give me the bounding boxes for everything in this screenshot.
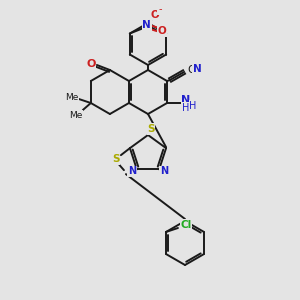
Text: S: S	[112, 154, 120, 164]
Text: O: O	[158, 26, 166, 37]
Text: -: -	[158, 4, 162, 14]
Text: C: C	[188, 65, 195, 75]
Text: N: N	[160, 167, 168, 176]
Text: O: O	[150, 10, 159, 20]
Text: H: H	[182, 103, 190, 113]
Text: N: N	[182, 95, 191, 105]
Text: Me: Me	[69, 110, 82, 119]
Text: H: H	[189, 101, 197, 111]
Text: Me: Me	[65, 94, 79, 103]
Text: N: N	[193, 64, 201, 74]
Text: O: O	[86, 59, 96, 69]
Text: N: N	[128, 167, 136, 176]
Text: Cl: Cl	[180, 220, 192, 230]
Text: N: N	[142, 20, 151, 31]
Text: S: S	[147, 124, 155, 134]
